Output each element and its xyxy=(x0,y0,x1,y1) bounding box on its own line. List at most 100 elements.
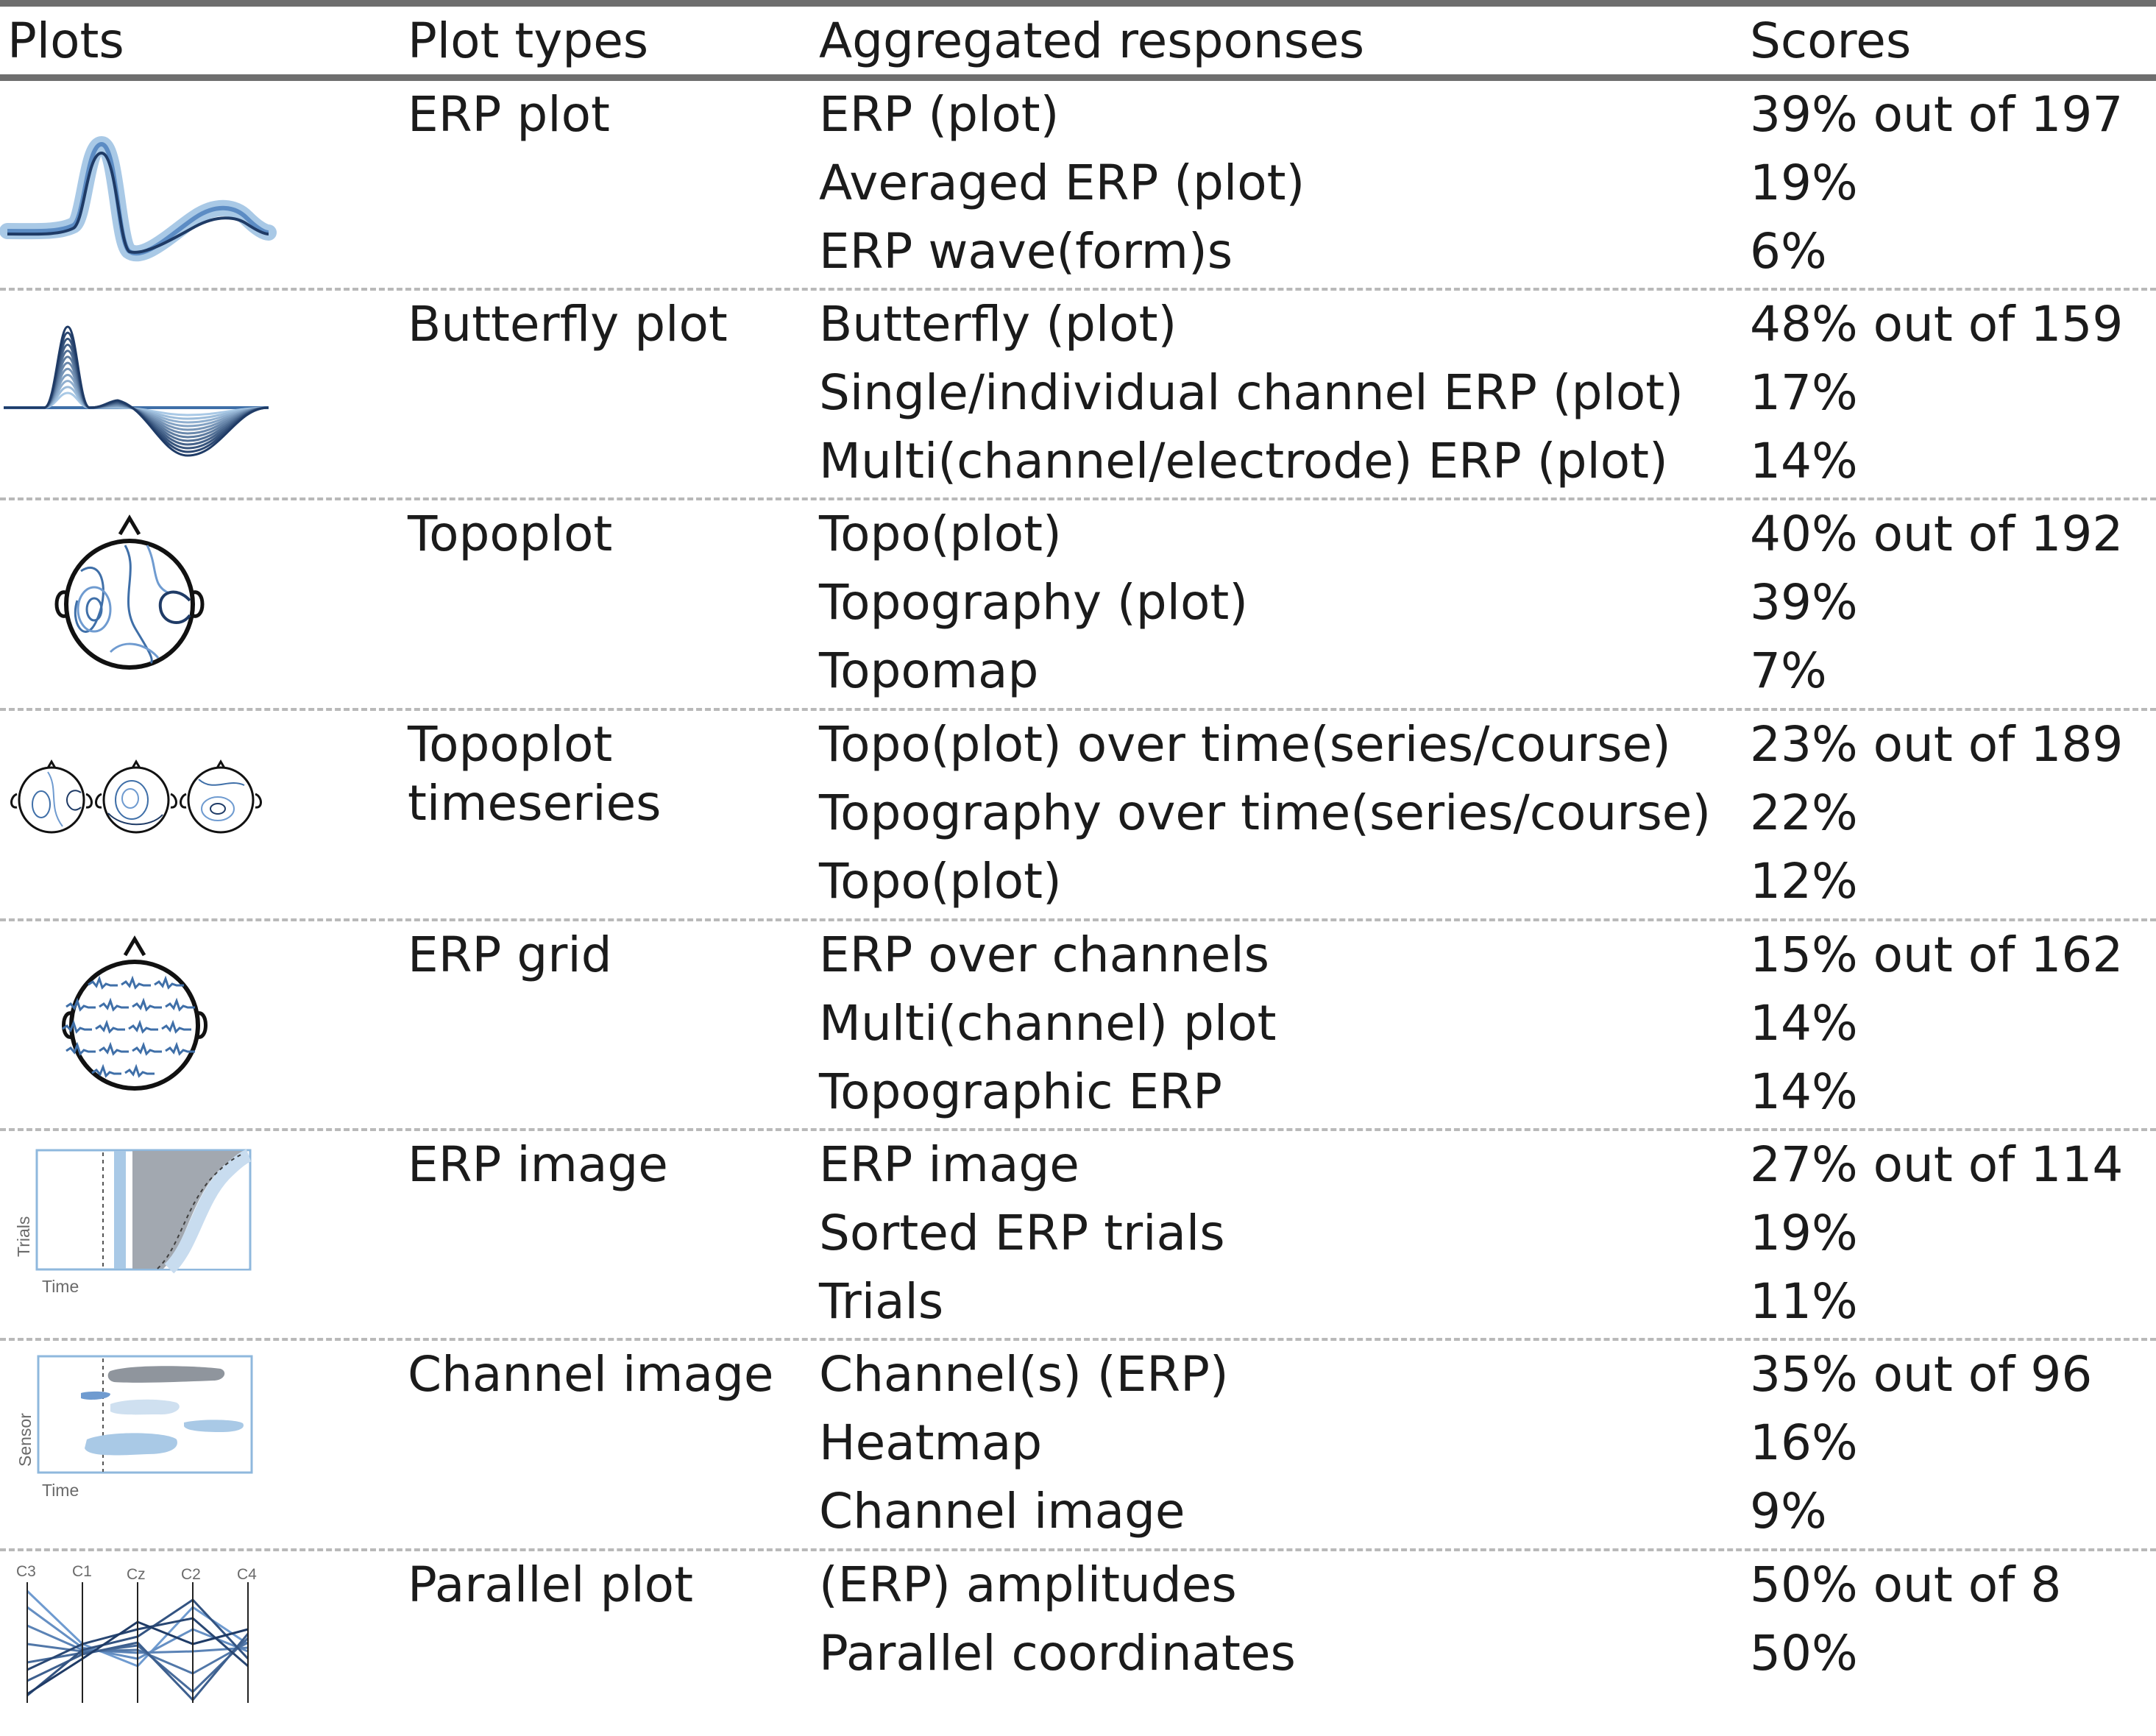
row-separator xyxy=(0,1548,2156,1551)
erp-grid-trace xyxy=(91,1063,121,1078)
response-item: Multi(channel) plot xyxy=(819,995,1277,1052)
plot-type-label-line-1: Topoplot xyxy=(408,716,613,773)
score-value: 14% xyxy=(1750,995,1858,1052)
row-separator xyxy=(0,288,2156,291)
plot-type-label: Topoplot xyxy=(408,506,613,562)
axis-label-y: Sensor xyxy=(15,1413,35,1467)
score-value: 11% xyxy=(1750,1273,1858,1330)
axis-label-c1: C1 xyxy=(72,1563,92,1580)
axis-label-c3: C3 xyxy=(16,1563,36,1580)
row-separator xyxy=(0,708,2156,711)
score-value: 39% out of 197 xyxy=(1750,86,2124,143)
axis-label-c2: C2 xyxy=(181,1566,201,1583)
score-value: 15% out of 162 xyxy=(1750,927,2124,983)
score-value: 16% xyxy=(1750,1414,1858,1471)
erp-grid-trace xyxy=(88,975,118,990)
plot-type-label: Parallel plot xyxy=(408,1556,693,1613)
erp-grid-trace xyxy=(128,1019,158,1034)
erp-grid-trace xyxy=(121,975,151,990)
erp-grid-icon xyxy=(62,935,208,1091)
response-item: Heatmap xyxy=(819,1414,1043,1471)
erp-grid-trace xyxy=(62,1019,92,1034)
response-item: Topo(plot) xyxy=(819,853,1062,910)
plot-type-label: Butterfly plot xyxy=(408,296,728,352)
score-value: 50% xyxy=(1750,1625,1858,1682)
score-value: 35% out of 96 xyxy=(1750,1346,2093,1403)
score-value: 14% xyxy=(1750,1063,1858,1120)
erp-grid-trace xyxy=(154,975,184,990)
response-item: Topo(plot) over time(series/course) xyxy=(819,716,1671,773)
erp-image-icon: Trials Time xyxy=(14,1149,252,1296)
header-plot-types: Plot types xyxy=(408,13,649,69)
erp-grid-trace xyxy=(99,1041,129,1056)
erp-grid-trace xyxy=(165,1041,195,1056)
row-separator xyxy=(0,918,2156,921)
plot-type-label: ERP image xyxy=(408,1136,668,1193)
axis-label-c4: C4 xyxy=(237,1566,257,1583)
response-item: Multi(channel/electrode) ERP (plot) xyxy=(819,433,1668,489)
topoplot-icon xyxy=(54,514,205,670)
score-value: 14% xyxy=(1750,433,1858,489)
response-item: Topomap xyxy=(819,642,1039,699)
axis-label-y: Trials xyxy=(14,1216,33,1257)
butterfly-trace xyxy=(4,331,269,453)
score-value: 12% xyxy=(1750,853,1858,910)
score-value: 40% out of 192 xyxy=(1750,506,2124,562)
plot-type-label: ERP plot xyxy=(408,86,610,143)
score-value: 19% xyxy=(1750,155,1858,211)
table-top-rule xyxy=(0,0,2156,7)
row-separator xyxy=(0,1128,2156,1131)
response-item: Topography (plot) xyxy=(819,574,1248,631)
header-scores: Scores xyxy=(1750,13,1912,69)
response-item: Butterfly (plot) xyxy=(819,296,1177,352)
erp-grid-trace xyxy=(95,1019,125,1034)
response-item: Channel(s) (ERP) xyxy=(819,1346,1229,1403)
axis-label-x: Time xyxy=(42,1481,79,1500)
response-item: (ERP) amplitudes xyxy=(819,1556,1237,1613)
parallel-plot-icon: C3 C1 Cz C2 C4 xyxy=(16,1563,257,1703)
plot-type-label: ERP grid xyxy=(408,927,612,983)
erp-plot-icon xyxy=(0,135,277,262)
plot-type-label-line-2: timeseries xyxy=(408,775,662,832)
score-value: 50% out of 8 xyxy=(1750,1556,2062,1613)
axis-label-x: Time xyxy=(42,1277,79,1296)
response-item: Averaged ERP (plot) xyxy=(819,155,1305,211)
score-value: 48% out of 159 xyxy=(1750,296,2124,352)
score-value: 9% xyxy=(1750,1483,1827,1540)
butterfly-trace xyxy=(4,325,269,457)
response-item: Channel image xyxy=(819,1483,1185,1540)
response-item: Sorted ERP trials xyxy=(819,1205,1225,1261)
erp-grid-trace xyxy=(165,997,195,1012)
erp-grid-trace xyxy=(65,1041,96,1056)
score-value: 17% xyxy=(1750,364,1858,421)
channel-image-icon: Sensor Time xyxy=(15,1355,253,1500)
score-value: 6% xyxy=(1750,223,1827,280)
header-plots: Plots xyxy=(7,13,124,69)
axis-label-cz: Cz xyxy=(127,1566,146,1583)
header-rule xyxy=(0,74,2156,81)
score-value: 23% out of 189 xyxy=(1750,716,2124,773)
response-item: ERP image xyxy=(819,1136,1079,1193)
response-item: Topo(plot) xyxy=(819,506,1062,562)
response-item: ERP (plot) xyxy=(819,86,1060,143)
butterfly-plot-icon xyxy=(4,325,269,457)
score-value: 7% xyxy=(1750,642,1827,699)
score-value: 39% xyxy=(1750,574,1858,631)
response-item: Trials xyxy=(819,1273,944,1330)
score-value: 27% out of 114 xyxy=(1750,1136,2124,1193)
header-aggregated-responses: Aggregated responses xyxy=(819,13,1365,69)
row-separator xyxy=(0,1338,2156,1341)
erp-grid-trace xyxy=(132,1041,162,1056)
score-value: 22% xyxy=(1750,784,1858,841)
response-item: Topography over time(series/course) xyxy=(819,784,1712,841)
score-value: 19% xyxy=(1750,1205,1858,1261)
erp-grid-trace xyxy=(132,997,162,1012)
erp-grid-trace xyxy=(99,997,129,1012)
erp-grid-trace xyxy=(161,1019,191,1034)
response-item: ERP wave(form)s xyxy=(819,223,1233,280)
response-item: Parallel coordinates xyxy=(819,1625,1296,1682)
erp-grid-trace xyxy=(124,1063,155,1078)
erp-grid-trace xyxy=(65,997,96,1012)
response-item: ERP over channels xyxy=(819,927,1270,983)
response-item: Single/individual channel ERP (plot) xyxy=(819,364,1684,421)
